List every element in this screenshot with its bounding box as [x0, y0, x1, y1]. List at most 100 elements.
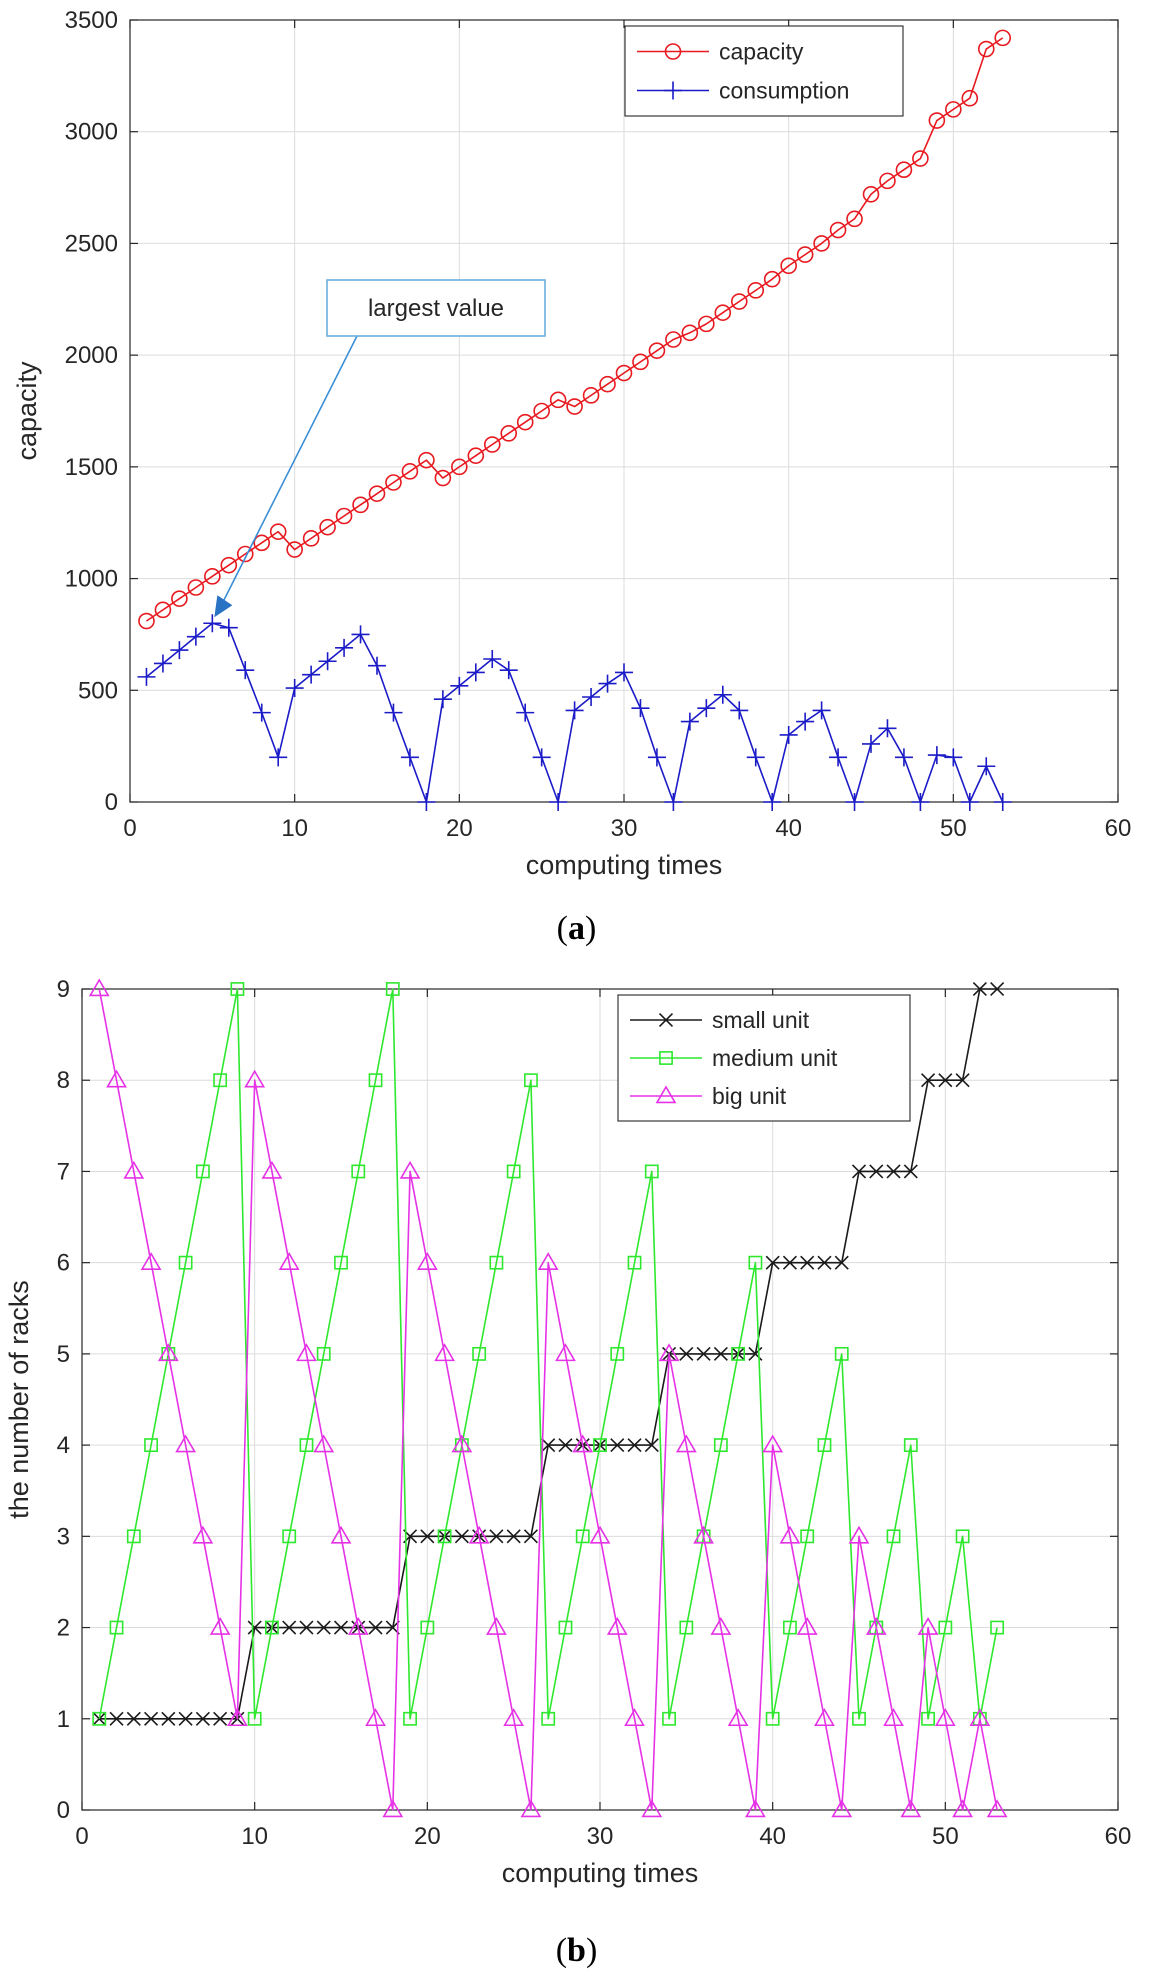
data-point — [879, 172, 896, 190]
data-point — [334, 1255, 348, 1270]
data-point — [516, 413, 534, 431]
data-point — [489, 1529, 504, 1544]
annotation-arrow-line — [221, 335, 358, 604]
data-point — [282, 1620, 297, 1635]
data-point — [489, 1255, 504, 1270]
data-point — [109, 1711, 124, 1726]
data-point — [316, 1620, 331, 1635]
data-point — [745, 1799, 766, 1818]
data-point — [454, 1529, 469, 1544]
chart-panel-b: 0 10 20 30 40 50 60 0 1 2 3 4 5 6 7 8 9 computing times th… — [4, 976, 1131, 1888]
y-tick-label: 2 — [57, 1615, 70, 1642]
data-point — [213, 1073, 228, 1088]
legend-entry: capacity — [719, 39, 804, 65]
legend-box — [624, 25, 904, 117]
data-point — [783, 1620, 797, 1635]
data-point — [800, 1255, 815, 1270]
data-point — [627, 1438, 642, 1453]
data-point — [178, 1255, 193, 1270]
y-tick-label: 3 — [57, 1523, 70, 1550]
x-axis-label: computing times — [526, 850, 723, 880]
data-point — [928, 112, 946, 129]
data-point — [187, 579, 205, 596]
data-point — [451, 1434, 473, 1453]
data-point — [575, 1529, 590, 1544]
data-point — [451, 458, 468, 476]
legend-marker — [659, 1051, 673, 1065]
data-point — [499, 661, 518, 680]
data-point — [450, 676, 469, 695]
legend: capacity consumption — [624, 25, 904, 117]
data-point — [365, 1708, 386, 1727]
data-point — [917, 1616, 939, 1635]
data-point — [227, 1708, 248, 1727]
data-point — [851, 1164, 867, 1179]
data-point — [144, 1711, 159, 1726]
grid-lines — [130, 20, 1118, 802]
data-point — [483, 650, 502, 669]
data-point — [399, 1160, 421, 1179]
data-point — [126, 1529, 141, 1544]
data-point — [333, 1620, 349, 1635]
y-tick-label: 2000 — [65, 342, 118, 369]
series-capacity — [138, 29, 1012, 630]
data-point — [883, 1708, 904, 1727]
y-tick-label: 2500 — [65, 230, 118, 257]
y-axis-label: the number of racks — [4, 1280, 34, 1519]
data-point — [921, 1073, 936, 1088]
data-point — [299, 1438, 314, 1453]
data-point — [247, 1711, 262, 1726]
data-point — [862, 734, 880, 753]
data-point — [516, 703, 535, 722]
data-point — [710, 1616, 732, 1635]
data-point — [385, 474, 402, 491]
y-tick-label: 0 — [57, 1797, 70, 1824]
data-point — [351, 625, 370, 644]
data-point — [157, 1343, 179, 1362]
data-point — [615, 663, 633, 682]
data-point — [641, 1799, 663, 1818]
data-point — [631, 699, 650, 718]
data-point — [278, 1252, 300, 1270]
y-tick-label: 9 — [57, 976, 70, 1003]
y-tick-label: 1000 — [65, 566, 118, 593]
data-point — [627, 1255, 642, 1270]
y-axis-label: capacity — [12, 361, 42, 461]
data-point — [679, 1346, 694, 1361]
data-point — [109, 1620, 124, 1635]
data-point — [351, 1164, 366, 1179]
data-point — [213, 1711, 228, 1726]
series-big-unit — [88, 978, 1008, 1818]
data-point — [400, 748, 419, 767]
data-point — [236, 545, 254, 563]
data-point — [780, 257, 797, 275]
data-point — [829, 748, 848, 767]
data-point — [814, 1708, 835, 1727]
data-point — [696, 1346, 711, 1361]
data-point — [204, 568, 221, 585]
data-point — [800, 1529, 815, 1544]
data-point — [746, 748, 765, 767]
data-point — [572, 1434, 594, 1453]
data-point — [541, 1438, 556, 1453]
data-point — [829, 221, 847, 239]
data-point — [763, 270, 781, 288]
legend-entry: small unit — [712, 1007, 810, 1033]
y-tick-label: 3500 — [65, 7, 118, 34]
data-point — [219, 618, 238, 637]
data-point — [368, 485, 386, 502]
data-point — [698, 315, 715, 333]
x-tick-label: 30 — [587, 1823, 614, 1850]
data-point — [523, 1529, 538, 1544]
data-point — [434, 469, 452, 487]
data-point — [945, 101, 962, 118]
data-point — [555, 1343, 576, 1362]
data-point — [313, 1434, 335, 1453]
data-point — [106, 1069, 127, 1088]
data-point — [175, 1434, 196, 1453]
data-point — [624, 1708, 645, 1727]
data-point — [154, 601, 172, 619]
data-point — [153, 654, 172, 673]
data-point — [434, 1343, 455, 1362]
data-point — [886, 1164, 901, 1179]
